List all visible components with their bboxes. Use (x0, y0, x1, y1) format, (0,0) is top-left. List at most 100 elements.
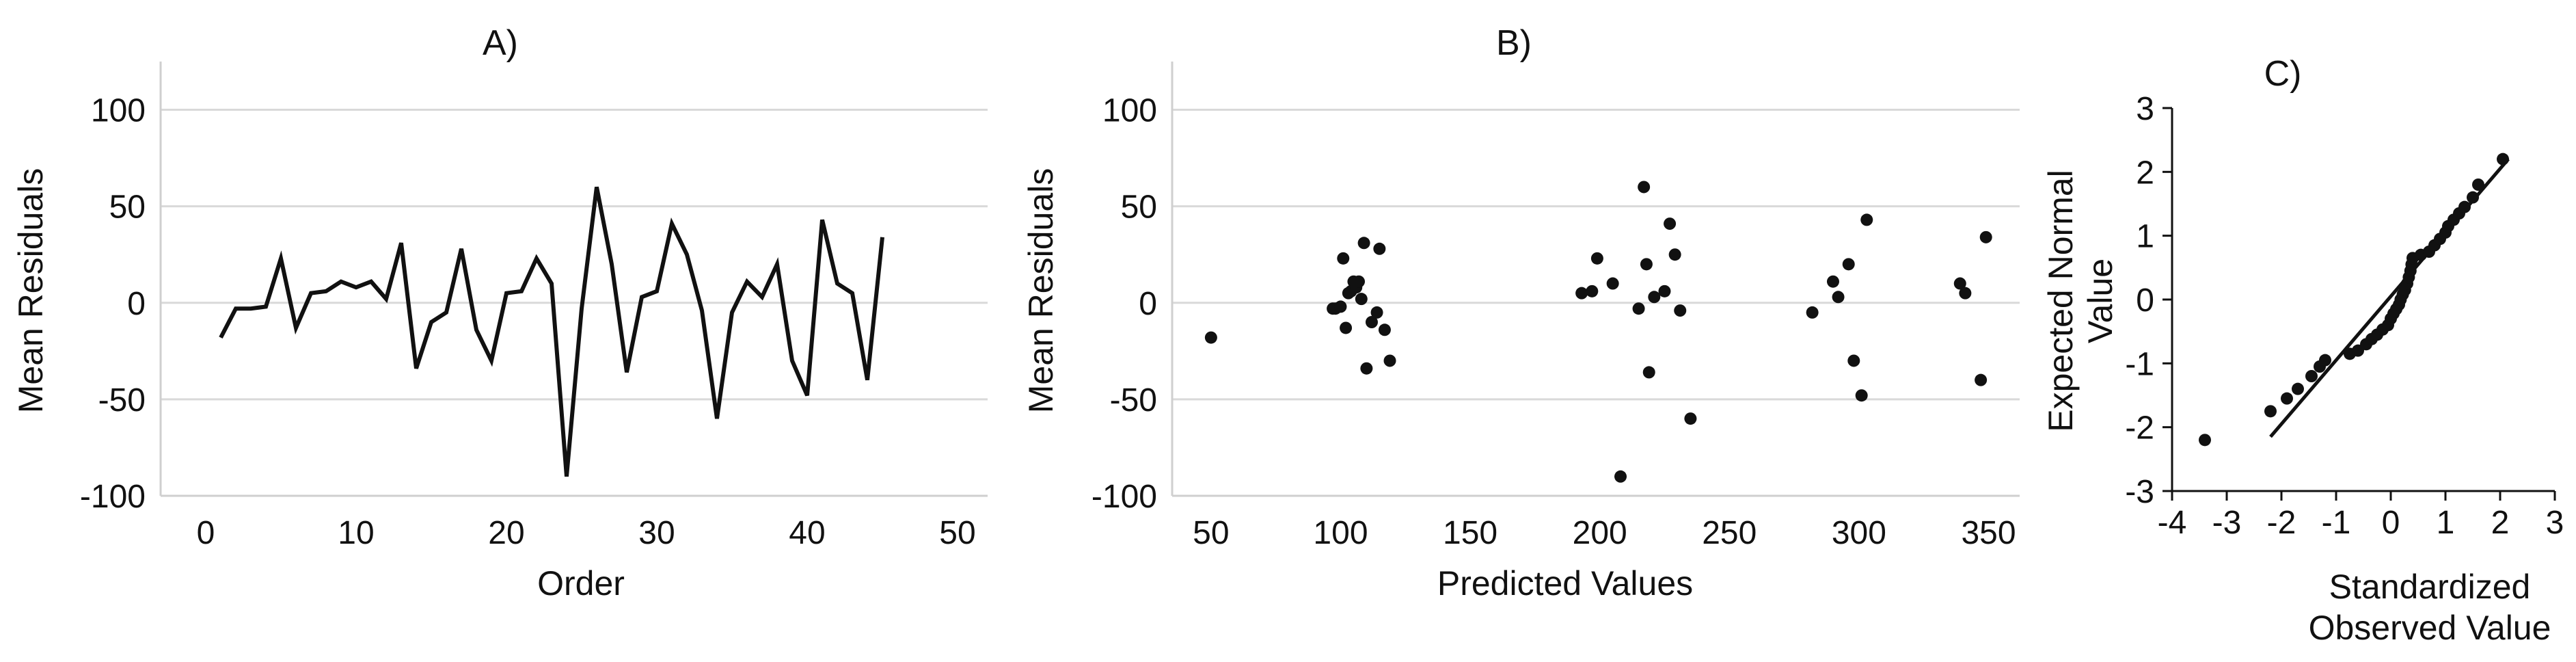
panel-a-residuals-by-order: A) 0 10 20 30 40 50 -100 -50 0 50 100 Order Mean … (12, 23, 988, 603)
c-point-0 (2199, 434, 2211, 447)
b-x-tick-label-0: 50 (1193, 515, 1229, 551)
c-x-tick-label-5: 1 (2437, 505, 2455, 541)
panel-c-x-axis-title-line-2: Observed Value (2309, 609, 2551, 647)
b-point-5 (1340, 321, 1353, 334)
panel-b-scatter-points (1204, 181, 1992, 483)
panel-b-x-tick-labels: 50 100 150 200 250 300 350 (1193, 515, 2016, 551)
b-point-38 (1847, 354, 1860, 367)
b-point-37 (1842, 258, 1855, 271)
b-point-16 (1373, 242, 1386, 255)
b-point-10 (1353, 275, 1366, 288)
b-point-0 (1204, 331, 1217, 344)
panel-a-x-tick-labels: 0 10 20 30 40 50 (197, 515, 976, 551)
c-x-tick-label-3: -1 (2322, 505, 2351, 541)
b-point-4 (1337, 252, 1350, 265)
b-y-tick-label-2: 0 (1139, 286, 1157, 322)
panel-a-y-tick-labels: -100 -50 0 50 100 (80, 93, 146, 515)
b-point-20 (1586, 284, 1599, 297)
b-point-33 (1684, 412, 1697, 425)
b-point-21 (1590, 252, 1603, 265)
b-point-14 (1365, 316, 1378, 328)
b-point-19 (1575, 287, 1588, 300)
c-y-tick-label-6: 3 (2136, 91, 2154, 127)
panel-c-y-tick-labels: -3 -2 -1 0 1 2 3 (2125, 91, 2154, 510)
b-point-23 (1614, 470, 1627, 483)
c-y-tick-label-2: -1 (2125, 346, 2154, 382)
a-x-tick-label-3: 30 (638, 515, 675, 551)
panel-b-title: B) (1496, 23, 1532, 63)
panel-b-residuals-vs-predicted: B) 50 100 150 200 250 300 350 -100 -50 0 50 100 Pr… (1022, 23, 2020, 603)
b-y-tick-label-4: 100 (1102, 93, 1157, 129)
b-point-36 (1832, 291, 1845, 304)
b-x-tick-label-3: 200 (1573, 515, 1627, 551)
b-point-17 (1378, 323, 1391, 336)
b-point-22 (1606, 277, 1619, 290)
c-y-tick-label-3: 0 (2136, 282, 2154, 319)
panel-c-scatter-points (2199, 153, 2509, 447)
panel-a-line-series (219, 186, 884, 477)
c-x-tick-label-7: 3 (2546, 505, 2564, 541)
panel-c-y-axis-title-line-2: Value (2081, 259, 2119, 343)
a-x-tick-label-0: 0 (197, 515, 215, 551)
b-point-39 (1855, 389, 1868, 402)
c-point-35 (2467, 191, 2479, 204)
panel-c-x-axis-title-line-1: Standardized (2329, 568, 2531, 606)
c-x-tick-label-4: 0 (2382, 505, 2400, 541)
c-x-tick-label-2: -2 (2267, 505, 2296, 541)
b-point-40 (1860, 213, 1873, 226)
panel-a-grid (161, 109, 988, 497)
b-point-29 (1658, 284, 1671, 297)
c-point-4 (2305, 370, 2318, 382)
b-point-27 (1642, 366, 1655, 379)
b-point-13 (1360, 362, 1373, 375)
panel-a-title: A) (483, 23, 518, 63)
panel-b-axes (1171, 62, 2020, 497)
a-x-tick-label-5: 50 (939, 515, 975, 551)
b-x-tick-label-1: 100 (1313, 515, 1368, 551)
panel-c-title: C) (2264, 54, 2302, 94)
c-y-tick-label-1: -2 (2125, 410, 2154, 447)
b-point-34 (1806, 306, 1819, 319)
b-x-tick-label-2: 150 (1443, 515, 1497, 551)
c-x-tick-label-6: 2 (2491, 505, 2510, 541)
b-point-28 (1648, 291, 1661, 304)
panel-b-x-axis-title: Predicted Values (1437, 564, 1693, 603)
b-point-31 (1668, 248, 1681, 261)
b-y-tick-label-0: -100 (1092, 479, 1157, 515)
b-x-tick-label-5: 300 (1832, 515, 1886, 551)
c-x-tick-label-1: -3 (2212, 505, 2242, 541)
b-point-11 (1355, 293, 1368, 306)
b-x-tick-label-4: 250 (1702, 515, 1757, 551)
b-point-15 (1370, 306, 1383, 319)
b-point-43 (1975, 373, 1988, 386)
a-x-tick-label-2: 20 (488, 515, 524, 551)
panel-a-x-axis-title: Order (537, 564, 625, 603)
c-point-2 (2281, 392, 2293, 405)
b-point-41 (1953, 277, 1966, 290)
panel-b-y-axis-title: Mean Residuals (1022, 168, 1060, 414)
panel-b-y-tick-labels: -100 -50 0 50 100 (1092, 93, 1157, 515)
b-point-25 (1638, 181, 1651, 194)
b-y-tick-label-3: 50 (1121, 189, 1157, 226)
a-y-tick-label-2: 0 (127, 286, 146, 322)
a-x-tick-label-4: 40 (789, 515, 825, 551)
b-point-12 (1357, 237, 1370, 250)
b-point-3 (1334, 300, 1347, 313)
c-point-1 (2264, 405, 2277, 418)
b-point-26 (1640, 258, 1653, 271)
c-point-37 (2497, 153, 2509, 166)
b-point-32 (1674, 304, 1687, 317)
b-point-44 (1979, 230, 1992, 243)
b-y-tick-label-1: -50 (1110, 382, 1157, 419)
c-point-3 (2292, 382, 2304, 395)
c-y-tick-label-4: 1 (2136, 219, 2154, 255)
panel-c-y-axis-title-line-1: Expected Normal (2042, 170, 2080, 432)
panel-b-grid (1172, 109, 2020, 497)
a-y-tick-label-4: 100 (91, 93, 146, 129)
c-y-tick-label-5: 2 (2136, 155, 2154, 191)
b-point-42 (1959, 287, 1972, 300)
panel-a-y-axis-title: Mean Residuals (12, 168, 50, 414)
panel-a-axes (159, 62, 988, 497)
